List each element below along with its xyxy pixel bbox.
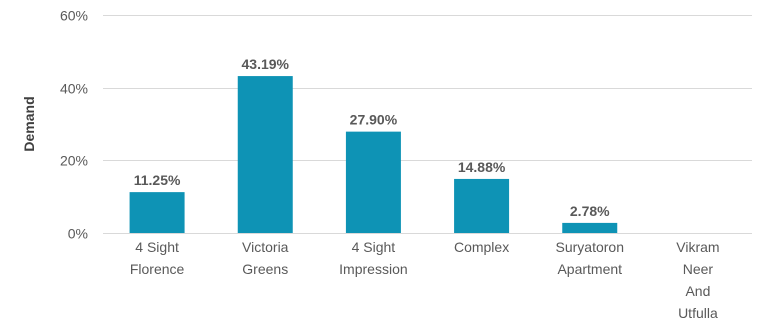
bar bbox=[129, 192, 185, 233]
x-axis-category-labels: 4 Sight Florence Victoria Greens 4 Sight Impr… bbox=[130, 239, 720, 321]
category-label: Suryatoron Apartment bbox=[556, 239, 624, 277]
category-label: Vikram Neer And Utfulla bbox=[676, 239, 719, 321]
y-tick-label: 0% bbox=[68, 226, 88, 242]
gridlines bbox=[103, 15, 752, 234]
y-tick-label: 40% bbox=[60, 81, 88, 97]
category-label: Victoria Greens bbox=[242, 239, 289, 277]
data-label: 27.90% bbox=[350, 112, 398, 128]
y-axis-title: Demand bbox=[21, 96, 37, 151]
bar bbox=[345, 131, 401, 233]
data-label: 43.19% bbox=[242, 56, 290, 72]
y-tick-label: 20% bbox=[60, 153, 88, 169]
category-label: 4 Sight Impression bbox=[339, 239, 407, 277]
y-axis-tick-labels: 0% 20% 40% 60% bbox=[60, 8, 88, 242]
data-label: 2.78% bbox=[570, 203, 610, 219]
category-label: 4 Sight Florence bbox=[130, 239, 185, 277]
y-tick-label: 60% bbox=[60, 8, 88, 24]
bar bbox=[454, 178, 510, 233]
data-label: 11.25% bbox=[134, 172, 181, 188]
data-label: 14.88% bbox=[458, 159, 506, 175]
bar bbox=[562, 222, 618, 233]
bar bbox=[237, 76, 293, 234]
data-labels: 11.25% 43.19% 27.90% 14.88% 2.78% bbox=[134, 56, 610, 219]
bars bbox=[129, 76, 618, 234]
category-label: Complex bbox=[454, 239, 509, 255]
